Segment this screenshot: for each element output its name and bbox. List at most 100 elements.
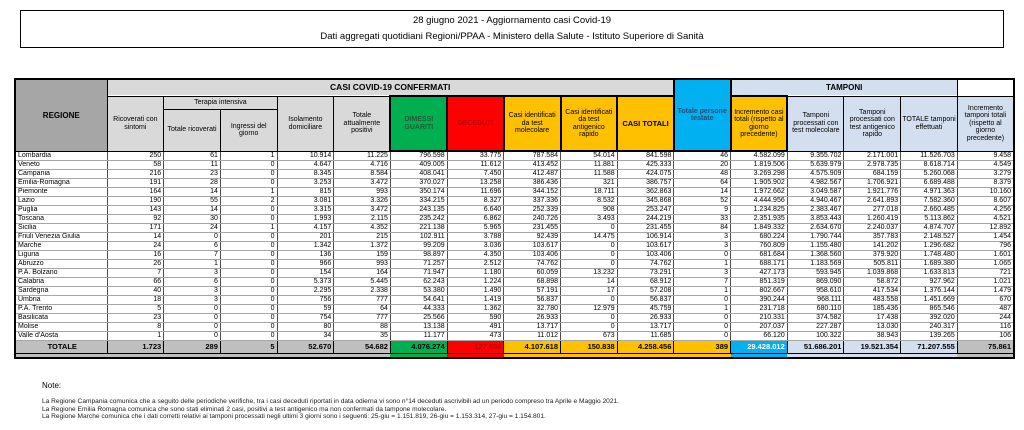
value-cell: 58.872	[843, 277, 902, 287]
value-cell: 0	[673, 331, 732, 341]
value-cell: 98.897	[389, 250, 448, 260]
value-cell: 1	[163, 259, 221, 269]
value-cell: 244	[956, 313, 1015, 323]
value-cell: 80	[276, 322, 335, 332]
region-name: Sardegna	[14, 286, 108, 296]
value-cell: 379.920	[843, 250, 902, 260]
value-cell: 207.037	[730, 322, 788, 332]
value-cell: 966	[276, 259, 335, 269]
value-cell: 796	[956, 241, 1015, 251]
value-cell: 231.455	[616, 223, 675, 233]
value-cell: 4.352	[333, 223, 391, 233]
totale-value-cell: 4.107.618	[503, 340, 561, 354]
value-cell: 413.452	[503, 160, 561, 170]
value-cell: 14	[163, 205, 221, 215]
region-row: Valle d'Aosta 1 0 0 34 35 11.177 473 11.012 673 11…	[14, 331, 1015, 341]
value-cell: 10.160	[956, 187, 1015, 197]
value-cell: 17	[560, 286, 618, 296]
value-cell: 16	[106, 250, 165, 260]
header-terapia-intensiva: Terapia intensiva	[163, 95, 278, 110]
value-cell: 5.445	[333, 277, 391, 287]
value-cell: 5.639.979	[786, 160, 845, 170]
value-cell: 64	[673, 178, 732, 188]
value-cell: 4.256	[956, 205, 1015, 215]
value-cell: 392.020	[900, 313, 958, 323]
totale-value-cell: 75.861	[956, 340, 1015, 354]
totale-value-cell: 51.686.201	[786, 340, 845, 354]
value-cell: 802.667	[730, 286, 788, 296]
value-cell: 0	[219, 286, 278, 296]
bleed-cell	[900, 353, 958, 358]
value-cell: 2.351.935	[730, 214, 788, 224]
value-cell: 11.685	[616, 331, 675, 341]
value-cell: 159	[333, 250, 391, 260]
bleed-cell	[447, 353, 504, 358]
value-cell: 88	[333, 322, 391, 332]
region-name: Campania	[14, 169, 108, 179]
header-deceduti: DECEDUTI	[446, 95, 505, 152]
value-cell: 2.115	[333, 214, 391, 224]
value-cell: 4.444.956	[730, 196, 788, 206]
note-line-marche: La Regione Marche comunica che i dati co…	[42, 413, 546, 420]
value-cell: 4.549	[956, 160, 1015, 170]
value-cell: 164	[333, 268, 391, 278]
value-cell: 28	[163, 178, 221, 188]
region-row: Umbria 18 3 0 756 777 54.641 1.419 56.837 0 56.837…	[14, 295, 1015, 305]
value-cell: 4.716	[333, 160, 391, 170]
value-cell: 11	[163, 160, 221, 170]
value-cell: 56.837	[616, 295, 675, 305]
value-cell: 20	[673, 160, 732, 170]
value-cell: 1.790.744	[786, 232, 845, 242]
value-cell: 2.512	[446, 259, 505, 269]
value-cell: 1.706.921	[843, 178, 902, 188]
value-cell: 4.874.707	[900, 223, 958, 233]
region-name: Abruzzo	[14, 259, 108, 269]
header-tamponi-banner: TAMPONI	[730, 78, 958, 97]
value-cell: 227.287	[786, 322, 845, 332]
value-cell: 3.472	[333, 178, 391, 188]
bleed-cell	[843, 353, 901, 358]
value-cell: 57.208	[616, 286, 675, 296]
header-totale-tamponi: TOTALE tamponi effettuati	[900, 95, 958, 152]
value-cell: 362.863	[616, 187, 675, 197]
value-cell: 408.041	[389, 169, 448, 179]
table-body: Lombardia 250 61 1 10.914 11.225 796.598 33.775…	[14, 150, 1015, 358]
value-cell: 4.521	[956, 214, 1015, 224]
value-cell: 3.853.443	[786, 214, 845, 224]
value-cell: 6.640	[446, 205, 505, 215]
value-cell: 0	[673, 313, 732, 323]
bleed-cell	[220, 353, 278, 358]
value-cell: 3.788	[446, 232, 505, 242]
value-cell: 106.914	[616, 232, 675, 242]
region-name: Calabria	[14, 277, 108, 287]
value-cell: 3.081	[276, 196, 335, 206]
region-row: Marche 24 6 0 1.342 1.372 99.209 3.036 103.617 0 1…	[14, 241, 1015, 251]
value-cell: 1.260.419	[843, 214, 902, 224]
value-cell: 57.191	[503, 286, 561, 296]
region-name: Molise	[14, 322, 108, 332]
value-cell: 14	[106, 232, 165, 242]
value-cell: 908	[560, 205, 618, 215]
value-cell: 185.436	[843, 304, 902, 314]
value-cell: 35	[333, 331, 391, 341]
totale-value-cell: 1.723	[106, 340, 165, 354]
totale-value-cell: 4.076.274	[389, 340, 448, 354]
value-cell: 11.588	[560, 169, 618, 179]
value-cell: 1.633.813	[900, 268, 958, 278]
value-cell: 2.383.467	[786, 205, 845, 215]
region-name: Basilicata	[14, 313, 108, 323]
value-cell: 1.155.480	[786, 241, 845, 251]
header-dimessi-guariti: DIMESSI GUARITI	[389, 95, 449, 152]
value-cell: 252.339	[503, 205, 561, 215]
totale-value-cell: 150.838	[560, 340, 618, 354]
value-cell: 18	[106, 295, 165, 305]
value-cell: 74.762	[616, 259, 675, 269]
value-cell: 14	[163, 187, 221, 197]
value-cell: 56.837	[503, 295, 561, 305]
value-cell: 0	[219, 169, 278, 179]
value-cell: 1.689.380	[900, 259, 958, 269]
value-cell: 103.617	[616, 241, 675, 251]
region-name: Friuli Venezia Giulia	[14, 232, 108, 242]
value-cell: 61	[163, 150, 221, 161]
value-cell: 84	[673, 223, 732, 233]
